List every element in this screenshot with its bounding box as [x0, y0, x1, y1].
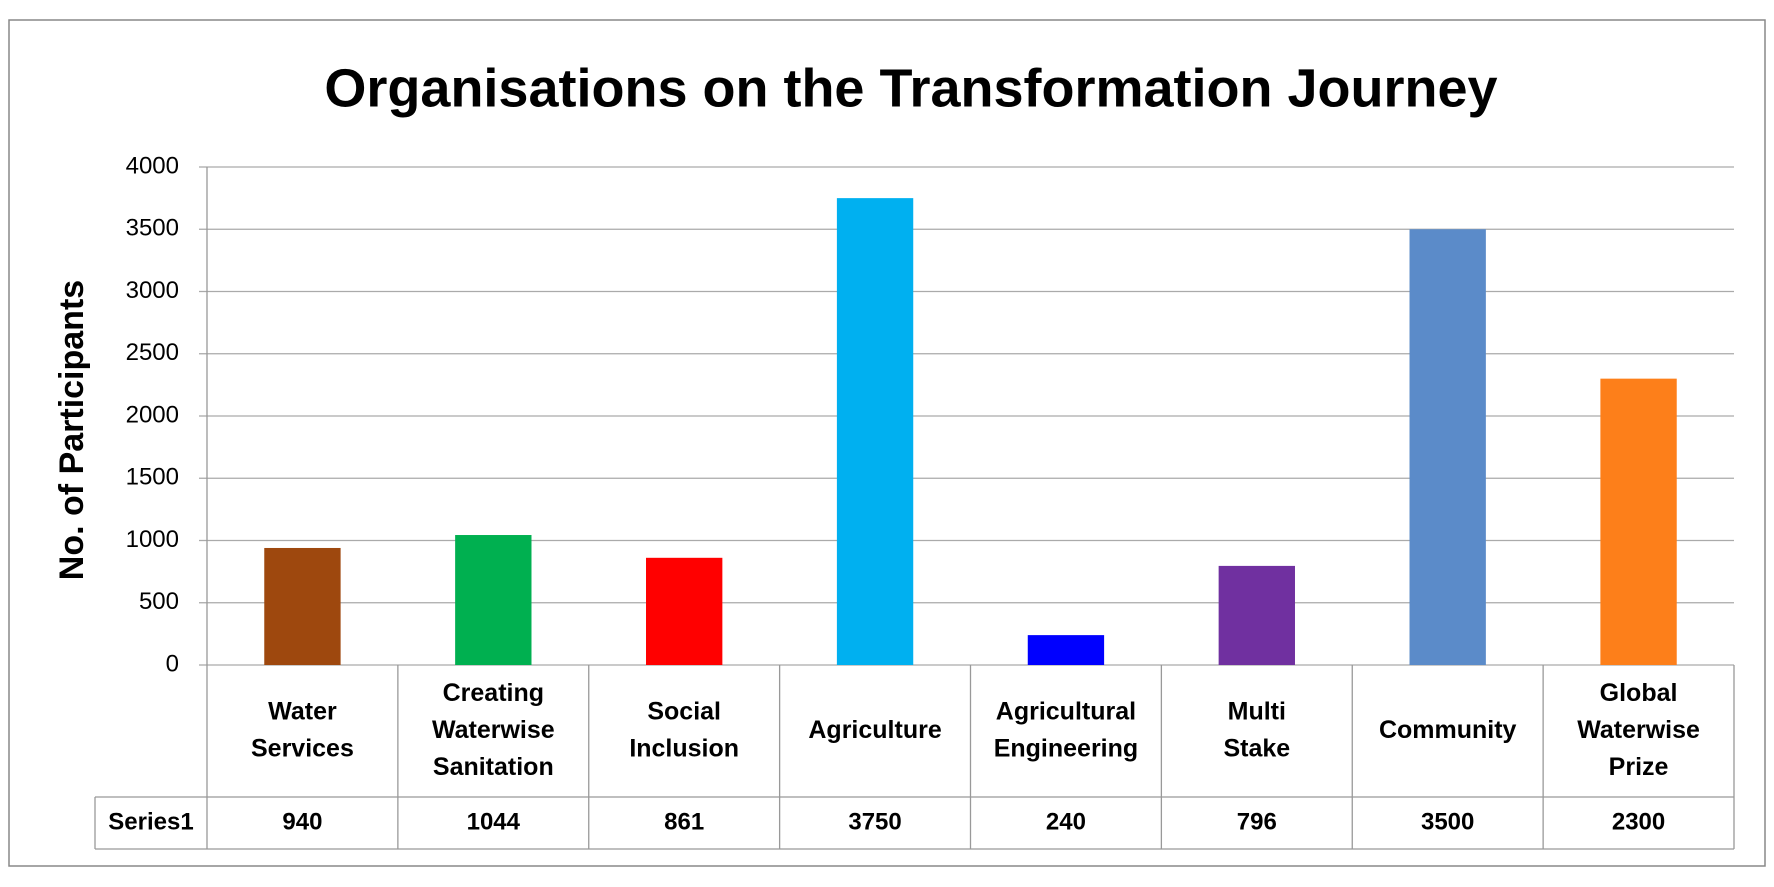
bar	[836, 198, 914, 665]
y-tick-label: 1000	[126, 526, 179, 553]
bar	[646, 557, 723, 665]
table-value: 2300	[1612, 808, 1665, 835]
x-tick-label: Creating Waterwise Sanitation	[432, 679, 555, 781]
x-tick-label: Agriculture	[808, 716, 941, 744]
y-tick-label: 2500	[126, 339, 179, 366]
table-value: 3500	[1421, 808, 1474, 835]
y-tick-label: 2000	[126, 401, 179, 428]
chart-border	[8, 19, 1766, 867]
bar	[264, 547, 341, 665]
table-value: 1044	[467, 808, 521, 835]
table-value: 3750	[848, 808, 901, 835]
chart-title: Organisations on the Transformation Jour…	[324, 58, 1497, 118]
x-tick-label: Water Services	[251, 697, 354, 762]
table-value: 796	[1237, 808, 1277, 835]
bar	[1600, 378, 1677, 665]
x-tick-label: Social Inclusion	[629, 697, 739, 762]
y-tick-label: 3500	[126, 215, 179, 242]
table-value: 861	[664, 808, 704, 835]
x-tick-label: Agricultural Engineering	[994, 697, 1138, 762]
y-tick-label: 4000	[126, 152, 179, 179]
table-value: 940	[282, 808, 322, 835]
bar	[1027, 635, 1105, 665]
bar	[1218, 565, 1295, 665]
y-axis-label: No. of Participants	[53, 280, 91, 580]
bar	[455, 535, 532, 665]
x-tick-label: Multi Stake	[1223, 697, 1290, 762]
table-value: 240	[1046, 808, 1086, 835]
y-tick-label: 3000	[126, 277, 179, 304]
x-tick-label: Community	[1379, 716, 1517, 744]
x-tick-label: Global Waterwise Prize	[1577, 679, 1700, 781]
y-tick-label: 0	[166, 650, 179, 677]
table-series-name: Series1	[108, 808, 193, 835]
y-tick-label: 500	[139, 588, 179, 615]
bar	[1409, 229, 1486, 665]
y-tick-label: 1500	[126, 464, 179, 491]
